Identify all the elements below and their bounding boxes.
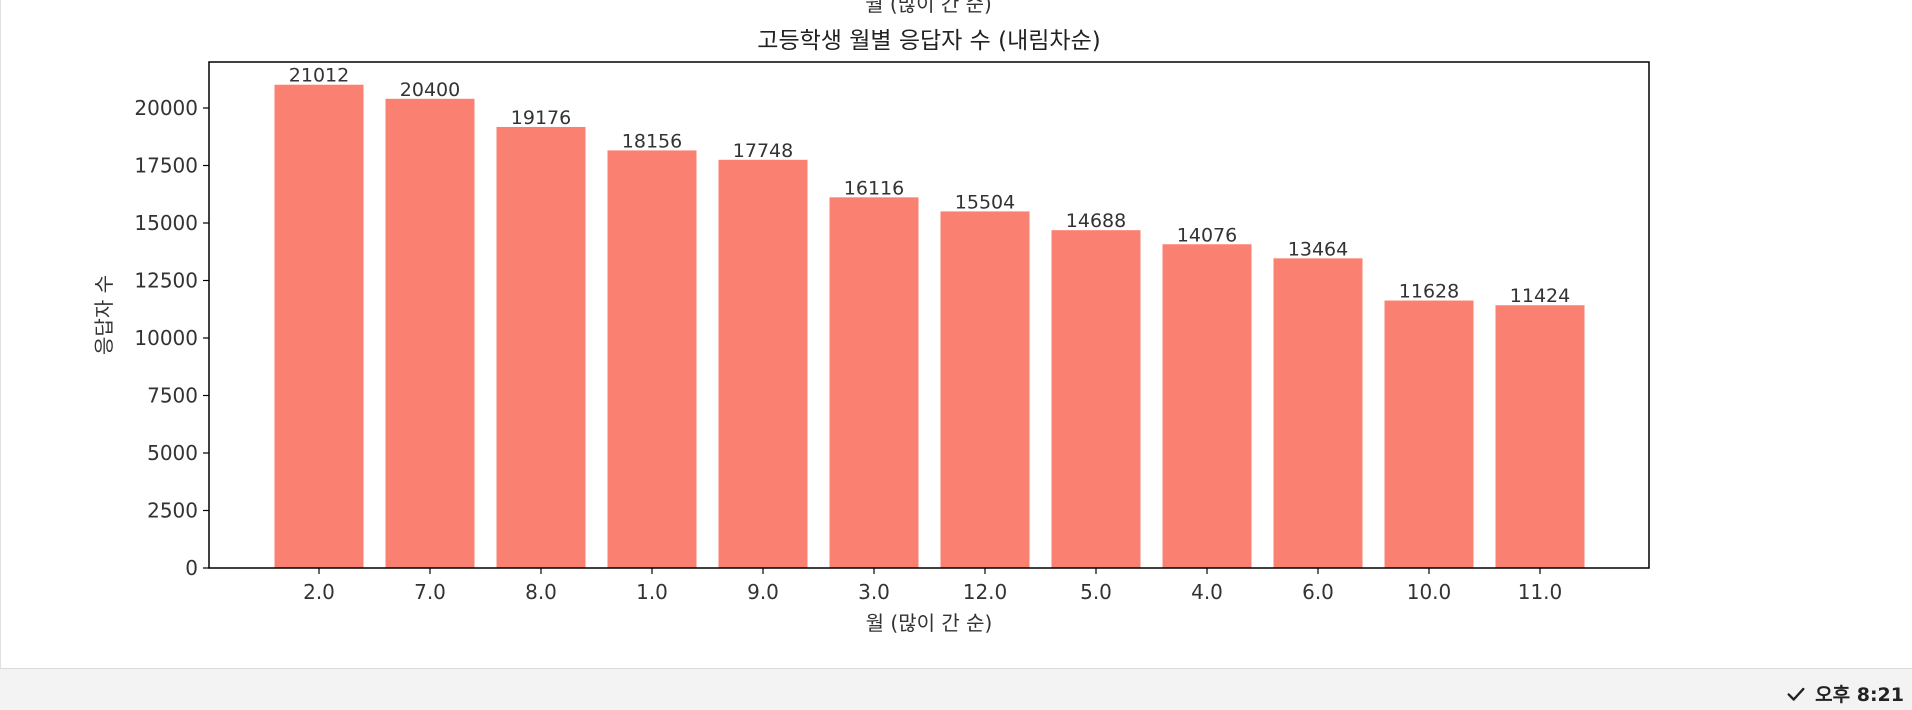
x-tick-label: 10.0 — [1407, 580, 1452, 604]
bar — [1384, 300, 1474, 568]
bar-value-label: 11424 — [1510, 285, 1570, 307]
notebook-output-cell: 월 (많이 간 순) 21012 20400 19176 18156 17748 1611… — [0, 0, 1650, 668]
bar-value-label: 17748 — [733, 140, 793, 162]
x-axis-label: 월 (많이 간 순) — [866, 611, 993, 635]
bar — [1162, 244, 1252, 568]
x-tick-label: 11.0 — [1518, 580, 1563, 604]
x-tick-label: 6.0 — [1302, 580, 1334, 604]
bar-value-label: 11628 — [1399, 281, 1459, 303]
bar — [718, 159, 808, 568]
data-labels-group: 21012 20400 19176 18156 17748 16116 15504 14688… — [289, 65, 1570, 308]
bar-value-label: 18156 — [622, 130, 682, 152]
y-tick-label: 20000 — [134, 96, 198, 120]
x-tick-label: 12.0 — [963, 580, 1008, 604]
status-indicator: 오후 8:21 — [1785, 680, 1904, 707]
bar — [1495, 305, 1585, 568]
y-tick-label: 0 — [185, 556, 198, 580]
bar — [274, 84, 364, 568]
y-tick-label: 7500 — [147, 384, 198, 408]
bar — [496, 126, 586, 569]
bar-value-label: 16116 — [844, 177, 904, 199]
y-tick-label: 12500 — [134, 269, 198, 293]
bar-value-label: 14688 — [1066, 210, 1126, 232]
status-time: 오후 8:21 — [1815, 684, 1904, 706]
x-tick-label: 8.0 — [525, 580, 557, 604]
y-ticks-group: 0 2500 5000 7500 10000 12500 15000 17500 20000 — [134, 96, 209, 580]
y-tick-label: 15000 — [134, 211, 198, 235]
bar-value-label: 21012 — [289, 65, 349, 87]
bar — [1051, 230, 1141, 568]
bar — [1273, 258, 1363, 568]
x-tick-label: 3.0 — [858, 580, 890, 604]
x-tick-label: 7.0 — [414, 580, 446, 604]
y-tick-label: 5000 — [147, 441, 198, 465]
check-icon — [1787, 687, 1805, 701]
bar-value-label: 15504 — [955, 191, 1015, 213]
bar — [829, 197, 919, 568]
x-tick-label: 1.0 — [636, 580, 668, 604]
bar-value-label: 13464 — [1288, 238, 1348, 260]
previous-output-label: 월 (많이 간 순) — [865, 0, 992, 16]
chart-title: 고등학생 월별 응답자 수 (내림차순) — [757, 28, 1100, 54]
x-ticks-group: 2.0 7.0 8.0 1.0 9.0 3.0 12.0 5.0 4.0 6.0 10.0 11.0 — [303, 568, 1562, 604]
y-tick-label: 17500 — [134, 154, 198, 178]
bar-value-label: 20400 — [400, 79, 460, 101]
bars-group — [274, 84, 1585, 569]
bar — [607, 150, 697, 569]
x-tick-label: 4.0 — [1191, 580, 1223, 604]
bar-value-label: 14076 — [1177, 224, 1237, 246]
bar-chart: 21012 20400 19176 18156 17748 16116 15504 14688… — [92, 28, 1650, 635]
bar — [940, 211, 1030, 568]
x-tick-label: 2.0 — [303, 580, 335, 604]
plot-frame — [208, 61, 1650, 569]
y-tick-label: 2500 — [147, 499, 198, 523]
x-tick-label: 9.0 — [747, 580, 779, 604]
x-tick-label: 5.0 — [1080, 580, 1112, 604]
status-bar: 오후 8:21 — [0, 668, 1912, 710]
bar-value-label: 19176 — [511, 107, 571, 129]
y-axis-label: 응답자 수 — [92, 275, 116, 355]
bar — [385, 98, 475, 569]
y-tick-label: 10000 — [134, 326, 198, 350]
